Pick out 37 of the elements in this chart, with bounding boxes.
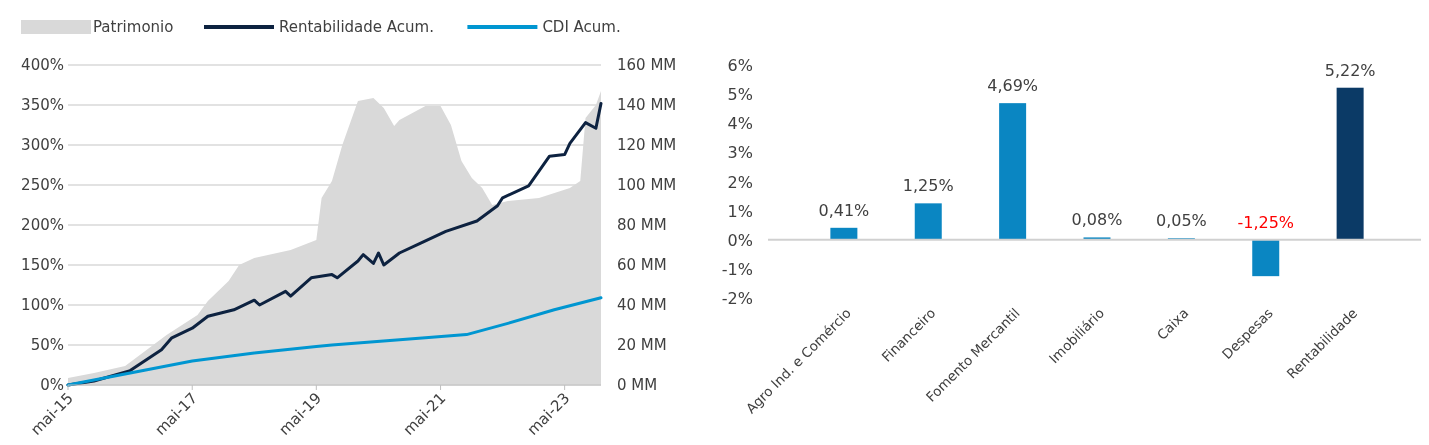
y2-tick-label: 40 MM <box>617 296 667 314</box>
y-tick-label: -2% <box>721 289 753 308</box>
data-label: 0,08% <box>1071 210 1123 230</box>
legend-label: CDI Acum. <box>542 18 621 36</box>
y-tick-label: 1% <box>727 201 753 221</box>
y-tick-label: 2% <box>727 172 753 192</box>
y-tick-label: 0% <box>727 230 753 250</box>
y-tick-label: 4% <box>727 114 753 134</box>
y2-tick-label: 100 MM <box>617 176 677 194</box>
data-label: 5,22% <box>1324 60 1376 80</box>
y2-tick-label: 80 MM <box>617 216 667 234</box>
legend-label: Rentabilidade Acum. <box>279 18 434 36</box>
y-tick-label: 50% <box>30 336 64 354</box>
y-tick-label: 6% <box>727 56 753 75</box>
y-tick-label: 150% <box>21 256 64 274</box>
y-tick-label: 5% <box>727 85 753 105</box>
data-label: 0,05% <box>1155 211 1207 231</box>
y-tick-label: 3% <box>727 143 753 163</box>
y2-tick-label: 0 MM <box>617 376 658 394</box>
y-tick-label: 400% <box>21 56 64 74</box>
y-tick-label: 0% <box>40 376 64 394</box>
y2-tick-label: 140 MM <box>617 96 677 114</box>
data-label: -1,25% <box>1237 212 1295 232</box>
y2-tick-label: 160 MM <box>617 56 677 74</box>
y-tick-label: 200% <box>21 216 64 234</box>
y-tick-label: 350% <box>21 96 64 114</box>
y-tick-label: 250% <box>21 176 64 194</box>
y2-tick-label: 60 MM <box>617 256 667 274</box>
y2-tick-label: 120 MM <box>617 136 677 154</box>
legend-label: Patrimonio <box>93 18 174 36</box>
y-tick-label: -1% <box>721 259 753 279</box>
y2-tick-label: 20 MM <box>617 336 667 354</box>
data-label: 1,25% <box>902 176 954 196</box>
y-tick-label: 100% <box>21 296 64 314</box>
data-label: 4,69% <box>987 76 1039 96</box>
data-label: 0,41% <box>818 200 870 220</box>
y-tick-label: 300% <box>21 136 64 154</box>
